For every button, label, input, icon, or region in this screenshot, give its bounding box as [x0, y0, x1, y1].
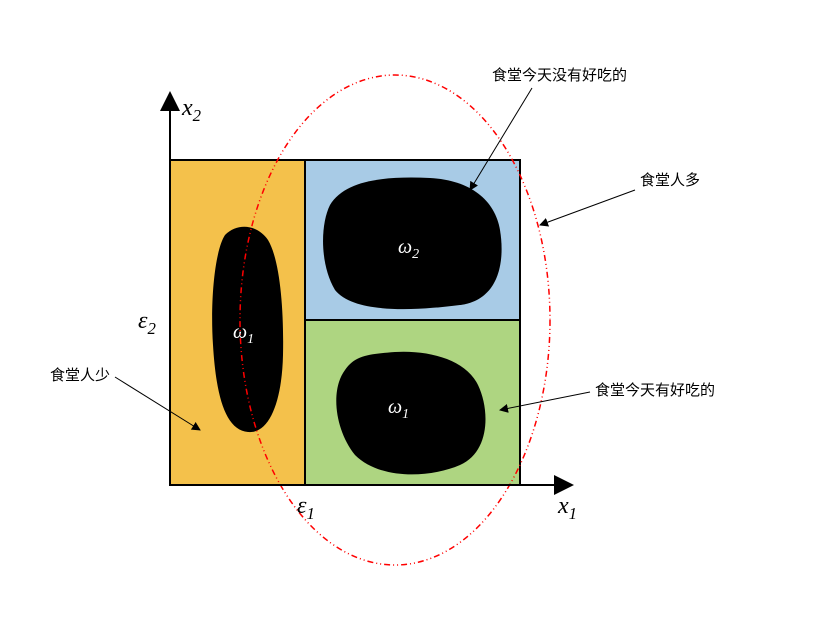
x-axis-label: x1: [557, 493, 577, 523]
annotation-many-people: 食堂人多: [640, 172, 700, 189]
y-axis-label: x2: [181, 95, 202, 125]
epsilon2-label: ε2: [138, 308, 156, 338]
blob-omega1-left: [212, 227, 283, 432]
annotation-good-food: 食堂今天有好吃的: [595, 382, 715, 399]
annotation-no-good-food: 食堂今天没有好吃的: [492, 67, 627, 84]
blob-omega1-bottom: [336, 352, 485, 475]
arrow-many-people: [540, 190, 635, 225]
blob-omega2-top: [323, 178, 502, 310]
epsilon1-label: ε1: [297, 493, 315, 523]
annotation-few-people: 食堂人少: [50, 367, 110, 384]
